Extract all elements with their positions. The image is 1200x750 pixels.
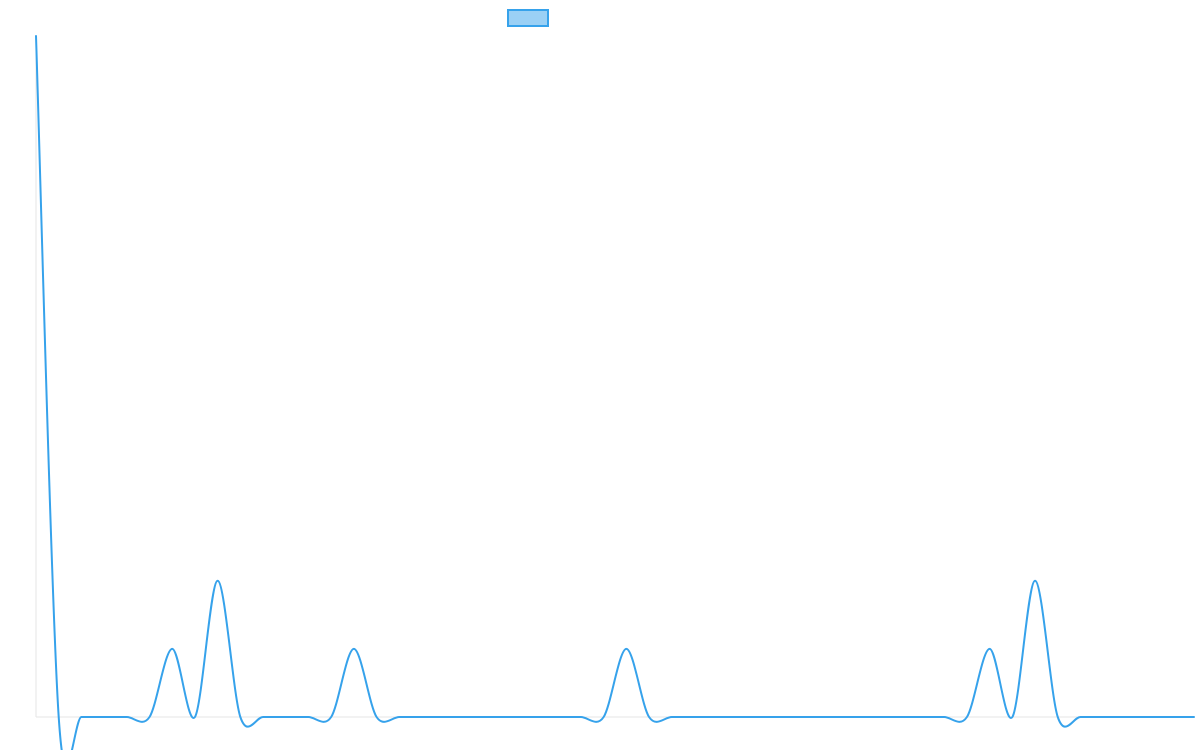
series-line-0: [35, 35, 1195, 750]
legend: [507, 9, 549, 27]
axes: [35, 36, 1194, 718]
legend-swatch: [507, 9, 549, 27]
series-group: [35, 35, 1195, 750]
